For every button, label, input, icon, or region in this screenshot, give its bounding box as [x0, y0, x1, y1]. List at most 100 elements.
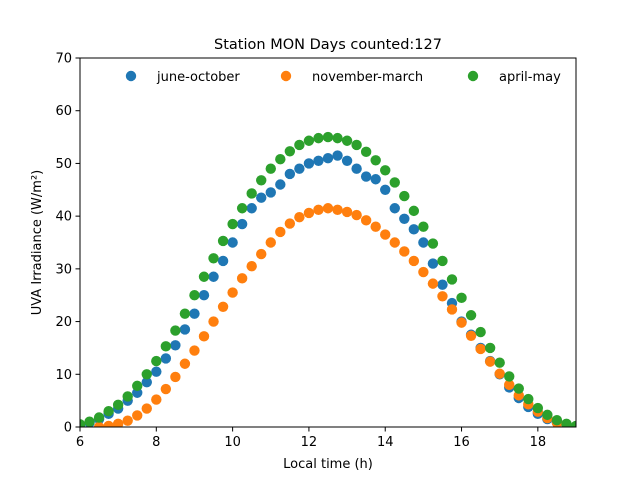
data-point-april-may-8: [151, 355, 162, 367]
plot-area: [80, 131, 576, 427]
data-point-april-may-28: [341, 135, 353, 146]
series-june-october: [80, 150, 576, 427]
data-point-november-march-19: [275, 226, 286, 238]
data-point-november-march-16: [246, 261, 257, 272]
data-point-june-october-35: [408, 224, 420, 235]
y-axis: 0 10 20 30 40 50 60 70: [55, 52, 80, 436]
data-point-november-march-11: [198, 331, 210, 342]
data-point-november-march-33: [408, 255, 420, 267]
data-point-april-may-6: [132, 380, 143, 392]
data-point-april-may-30: [360, 146, 372, 158]
data-point-june-october-30: [360, 171, 372, 182]
y-tick-label-40: 40: [55, 210, 72, 225]
data-point-november-march-12: [208, 316, 219, 327]
data-point-november-march-3: [122, 415, 133, 426]
data-point-april-may-40: [456, 292, 467, 304]
data-point-june-october-34: [399, 213, 410, 224]
data-point-june-october-19: [256, 192, 267, 203]
data-point-april-may-39: [446, 274, 458, 285]
data-point-april-may-2: [93, 412, 105, 423]
data-point-june-october-18: [246, 203, 257, 214]
data-point-november-march-37: [446, 304, 458, 315]
data-point-april-may-13: [198, 271, 210, 282]
legend-label-april-may: april-may: [499, 70, 561, 85]
data-point-april-may-24: [303, 135, 315, 146]
data-point-april-may-52: [570, 420, 576, 427]
data-point-november-march-23: [313, 204, 324, 216]
data-point-november-march-28: [360, 215, 372, 226]
data-point-november-march-0: [93, 421, 105, 427]
data-point-november-march-30: [380, 229, 391, 240]
data-point-april-may-17: [236, 203, 248, 214]
data-point-november-march-25: [332, 204, 343, 216]
data-point-april-may-14: [208, 253, 219, 264]
y-tick-label-10: 10: [55, 368, 72, 383]
x-tick-label-12: 12: [301, 435, 318, 450]
legend-marker-april-may: [467, 70, 479, 82]
data-point-april-may-15: [217, 235, 229, 247]
data-point-november-march-7: [160, 383, 172, 395]
data-point-april-may-36: [418, 221, 429, 232]
data-point-november-march-10: [189, 345, 200, 356]
y-tick-label-30: 30: [55, 262, 72, 277]
data-point-june-october-28: [341, 155, 353, 166]
data-point-june-october-16: [227, 237, 238, 248]
data-point-april-may-42: [475, 326, 486, 338]
data-point-june-october-7: [141, 376, 152, 388]
data-point-april-may-34: [399, 190, 410, 202]
data-point-june-october-38: [437, 279, 448, 290]
data-point-april-may-19: [256, 175, 267, 186]
data-point-june-october-31: [370, 174, 381, 185]
data-point-april-may-9: [160, 341, 172, 352]
series-april-may: [80, 131, 576, 427]
legend-label-november-march: november-march: [312, 70, 423, 85]
data-point-april-may-47: [523, 393, 534, 405]
data-point-june-october-10: [170, 340, 181, 351]
legend-marker-november-march: [280, 70, 292, 82]
data-point-april-may-44: [494, 357, 505, 368]
data-point-june-october-11: [179, 324, 191, 335]
data-point-june-october-37: [427, 258, 439, 269]
y-tick-label-60: 60: [55, 104, 72, 119]
x-axis: 6 8 10 12 14 16 18: [76, 427, 546, 450]
data-point-april-may-35: [408, 205, 420, 217]
data-point-november-march-42: [494, 368, 505, 379]
x-tick-label-8: 8: [152, 435, 160, 450]
data-point-april-may-25: [313, 132, 324, 144]
data-point-november-march-31: [389, 237, 400, 248]
y-tick-label-70: 70: [55, 52, 72, 67]
data-point-november-march-41: [484, 356, 496, 367]
data-point-november-march-26: [341, 206, 353, 218]
legend-entry-june-october: june-october: [125, 70, 240, 85]
data-point-june-october-26: [322, 152, 334, 164]
data-point-june-october-27: [332, 150, 343, 161]
legend: june-october november-march april-may: [125, 70, 561, 85]
data-point-april-may-38: [437, 255, 448, 267]
data-point-november-march-4: [132, 410, 143, 421]
data-point-november-march-32: [399, 246, 410, 257]
data-point-november-march-38: [456, 317, 467, 328]
data-point-april-may-46: [513, 383, 524, 394]
data-point-april-may-50: [551, 414, 563, 426]
data-point-november-march-40: [475, 343, 486, 355]
data-point-june-october-17: [236, 218, 248, 230]
y-axis-label: UVA Irradiance (W/m²): [30, 170, 45, 315]
plot-frame: [79, 57, 577, 428]
data-point-april-may-33: [389, 177, 400, 188]
data-point-november-march-9: [179, 358, 191, 369]
data-point-november-march-43: [504, 379, 515, 391]
data-point-november-march-6: [151, 394, 162, 405]
y-tick-label-50: 50: [55, 157, 72, 172]
data-point-april-may-29: [351, 139, 362, 151]
data-point-november-march-29: [370, 221, 381, 232]
data-point-november-march-1: [103, 420, 114, 427]
x-tick-label-6: 6: [76, 435, 84, 450]
data-point-june-october-15: [217, 255, 229, 267]
data-point-april-may-27: [332, 132, 343, 144]
data-point-april-may-48: [532, 402, 544, 414]
data-point-november-march-27: [351, 209, 362, 221]
data-point-june-october-25: [313, 155, 324, 166]
data-point-june-october-23: [294, 163, 305, 174]
data-point-june-october-21: [275, 179, 286, 190]
